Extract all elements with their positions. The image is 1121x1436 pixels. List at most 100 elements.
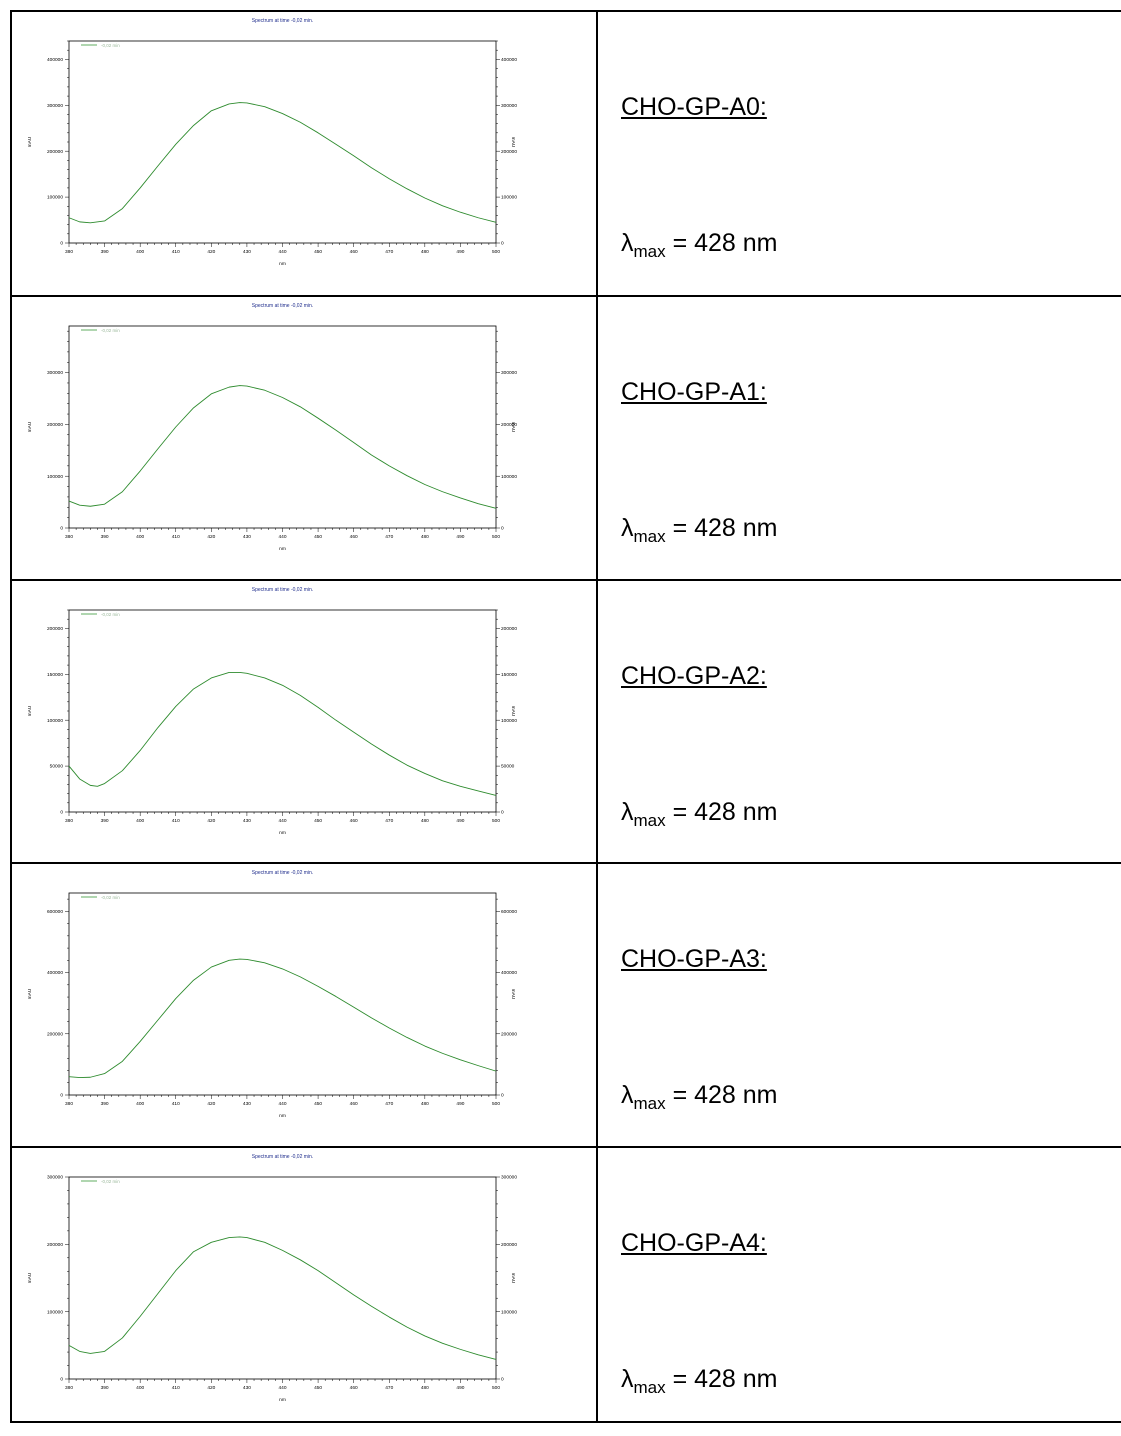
y-tick-label-right: 300000 xyxy=(501,1175,517,1181)
y-tick-label-right: 200000 xyxy=(501,149,517,155)
x-tick-label: 500 xyxy=(492,818,500,824)
y-tick-label-left: 50000 xyxy=(50,764,64,770)
y-tick-label-right: 400000 xyxy=(501,970,517,976)
y-tick-label-right: 200000 xyxy=(501,422,517,428)
table-border xyxy=(10,1146,1121,1148)
y-tick-label-left: 600000 xyxy=(47,909,63,915)
lambda-symbol: λ xyxy=(621,1365,634,1393)
lambda-symbol: λ xyxy=(621,1081,634,1109)
y-tick-label-left: 200000 xyxy=(47,1242,63,1248)
chart-title: Spectrum at time -0,02 min. xyxy=(252,18,313,24)
lambda-value: = 428 nm xyxy=(672,229,778,257)
y-tick-label-right: 50000 xyxy=(501,764,515,770)
x-tick-label: 380 xyxy=(65,534,73,540)
spectrum-chart-cell: Spectrum at time -0,02 min. -0,02 min 380 3… xyxy=(11,580,597,864)
lambda-max: λmax = 428 nm xyxy=(621,798,778,831)
x-tick-label: 480 xyxy=(421,1385,429,1391)
x-tick-label: 450 xyxy=(314,818,322,824)
x-tick-label: 500 xyxy=(492,534,500,540)
table-border xyxy=(10,579,1121,581)
lambda-value: = 428 nm xyxy=(672,514,778,542)
x-axis-label: nm xyxy=(279,831,286,836)
y-axis-label-left: mAU xyxy=(27,421,33,432)
lambda-symbol: λ xyxy=(621,514,634,542)
x-tick-label: 460 xyxy=(350,1101,358,1107)
table-border xyxy=(10,1421,1121,1423)
y-tick-label-right: 200000 xyxy=(501,626,517,632)
table-border xyxy=(10,10,12,1423)
x-tick-label: 460 xyxy=(350,1385,358,1391)
y-tick-label-right: 0 xyxy=(501,526,504,532)
y-tick-label-right: 100000 xyxy=(501,195,517,201)
y-tick-label-right: 0 xyxy=(501,241,504,247)
y-tick-label-right: 600000 xyxy=(501,909,517,915)
legend-label: -0,02 min xyxy=(101,1179,120,1184)
y-tick-label-right: 300000 xyxy=(501,103,517,109)
y-tick-label-left: 400000 xyxy=(47,57,63,63)
result-row: Spectrum at time -0,02 min. -0,02 min 380 3… xyxy=(11,11,1121,295)
spectrum-chart: Spectrum at time -0,02 min. -0,02 min 380 3… xyxy=(27,1154,517,1403)
y-axis-label-left: mAU xyxy=(27,136,33,147)
y-axis-label-right: mAU xyxy=(510,989,516,1000)
y-tick-label-right: 400000 xyxy=(501,57,517,63)
lambda-max: λmax = 428 nm xyxy=(621,229,778,262)
x-tick-label: 500 xyxy=(492,249,500,255)
chart-title: Spectrum at time -0,02 min. xyxy=(252,303,313,309)
y-tick-label-right: 300000 xyxy=(501,370,517,376)
x-tick-label: 480 xyxy=(421,1101,429,1107)
y-tick-label-right: 200000 xyxy=(501,1031,517,1037)
x-tick-label: 410 xyxy=(172,1385,180,1391)
x-tick-label: 470 xyxy=(385,1101,393,1107)
x-tick-label: 490 xyxy=(456,249,464,255)
sample-name: CHO-GP-A3: xyxy=(621,945,767,973)
spectrum-line xyxy=(68,958,497,1079)
result-row: Spectrum at time -0,02 min. -0,02 min 380 3… xyxy=(11,863,1121,1147)
lambda-value: = 428 nm xyxy=(672,1081,778,1109)
x-tick-label: 400 xyxy=(136,1101,144,1107)
lambda-subscript: max xyxy=(633,1378,666,1397)
plot-frame xyxy=(68,1176,497,1380)
spectrum-line xyxy=(68,102,497,224)
x-tick-label: 420 xyxy=(207,534,215,540)
sample-info-cell: CHO-GP-A4: λmax = 428 nm xyxy=(597,1147,1121,1431)
table-border xyxy=(10,10,1121,12)
x-tick-label: 490 xyxy=(456,818,464,824)
table-border xyxy=(10,862,1121,864)
x-tick-label: 420 xyxy=(207,818,215,824)
y-tick-label-left: 400000 xyxy=(47,970,63,976)
y-tick-label-left: 300000 xyxy=(47,1175,63,1181)
spectrum-chart-cell: Spectrum at time -0,02 min. -0,02 min 380 3… xyxy=(11,863,597,1147)
x-tick-label: 430 xyxy=(243,534,251,540)
x-tick-label: 410 xyxy=(172,818,180,824)
y-tick-label-left: 0 xyxy=(60,1377,63,1383)
x-tick-label: 440 xyxy=(278,249,286,255)
x-tick-label: 460 xyxy=(350,249,358,255)
sample-info-cell: CHO-GP-A1: λmax = 428 nm xyxy=(597,296,1121,580)
y-axis-label-left: mAU xyxy=(27,1272,33,1283)
y-tick-label-left: 0 xyxy=(60,1093,63,1099)
y-tick-label-left: 100000 xyxy=(47,195,63,201)
lambda-value: = 428 nm xyxy=(672,798,778,826)
table-border xyxy=(596,10,598,1423)
spectrum-chart-cell: Spectrum at time -0,02 min. -0,02 min 380 3… xyxy=(11,11,597,295)
x-tick-label: 490 xyxy=(456,1385,464,1391)
x-tick-label: 500 xyxy=(492,1101,500,1107)
x-tick-label: 450 xyxy=(314,1385,322,1391)
y-axis-label-left: mAU xyxy=(27,988,33,999)
lambda-subscript: max xyxy=(633,811,666,830)
x-tick-label: 410 xyxy=(172,1101,180,1107)
y-tick-label-left: 300000 xyxy=(47,370,63,376)
plot-frame xyxy=(68,325,497,529)
y-tick-label-left: 300000 xyxy=(47,103,63,109)
x-tick-label: 430 xyxy=(243,249,251,255)
y-tick-label-left: 200000 xyxy=(47,422,63,428)
plot-frame xyxy=(68,609,497,813)
x-tick-label: 500 xyxy=(492,1385,500,1391)
x-tick-label: 490 xyxy=(456,534,464,540)
legend-label: -0,02 min xyxy=(101,43,120,48)
lambda-max: λmax = 428 nm xyxy=(621,514,778,547)
y-axis-label-right: mAU xyxy=(510,1273,516,1284)
result-row: Spectrum at time -0,02 min. -0,02 min 380 3… xyxy=(11,296,1121,580)
lambda-symbol: λ xyxy=(621,229,634,257)
x-axis-label: nm xyxy=(279,547,286,552)
